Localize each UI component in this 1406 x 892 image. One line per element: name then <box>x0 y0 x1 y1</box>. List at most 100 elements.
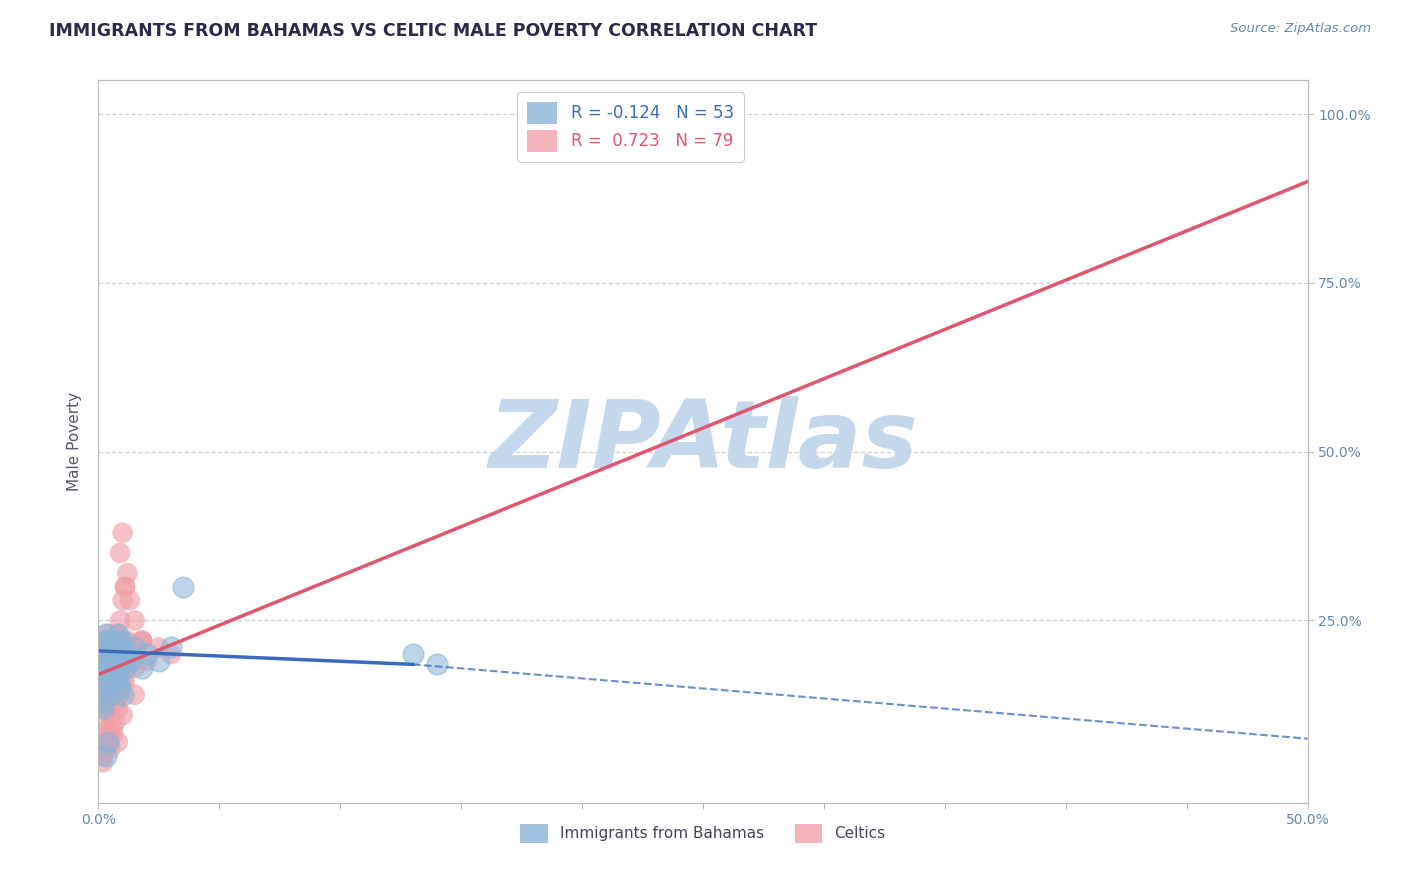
Point <box>111 708 134 723</box>
Point <box>101 728 124 742</box>
Point <box>107 654 129 668</box>
Point <box>114 661 136 675</box>
Point <box>97 661 120 675</box>
Point <box>124 688 146 702</box>
Point <box>104 667 127 681</box>
Point <box>97 722 120 736</box>
Point <box>108 681 131 695</box>
Point <box>97 633 120 648</box>
Point <box>101 661 124 675</box>
Point <box>100 654 122 668</box>
Point <box>148 654 170 668</box>
Point <box>104 640 127 655</box>
Point <box>114 654 136 668</box>
Point <box>108 633 131 648</box>
Point <box>100 741 122 756</box>
Point <box>100 647 122 661</box>
Point <box>108 546 131 560</box>
Point <box>100 647 122 661</box>
Point <box>118 647 141 661</box>
Y-axis label: Male Poverty: Male Poverty <box>67 392 83 491</box>
Point <box>108 681 131 695</box>
Point <box>94 661 117 675</box>
Point <box>101 654 124 668</box>
Point <box>148 640 170 655</box>
Point <box>107 674 129 689</box>
Point <box>104 640 127 655</box>
Point <box>100 708 122 723</box>
Point <box>111 688 134 702</box>
Point <box>108 681 131 695</box>
Point <box>101 647 124 661</box>
Point <box>131 633 153 648</box>
Point <box>91 694 114 708</box>
Point <box>94 633 117 648</box>
Point <box>107 647 129 661</box>
Point <box>94 748 117 763</box>
Point <box>101 640 124 655</box>
Point <box>131 633 153 648</box>
Point <box>108 614 131 628</box>
Point <box>118 593 141 607</box>
Point <box>124 661 146 675</box>
Point <box>91 756 114 770</box>
Point <box>101 674 124 689</box>
Text: Source: ZipAtlas.com: Source: ZipAtlas.com <box>1230 22 1371 36</box>
Point <box>160 640 183 655</box>
Point <box>114 580 136 594</box>
Point <box>91 694 114 708</box>
Point <box>117 633 139 648</box>
Point <box>114 580 136 594</box>
Point <box>107 674 129 689</box>
Point <box>97 667 120 681</box>
Point <box>94 667 117 681</box>
Point <box>118 654 141 668</box>
Point <box>97 728 120 742</box>
Point <box>97 654 120 668</box>
Point <box>97 633 120 648</box>
Point <box>100 647 122 661</box>
Point <box>100 654 122 668</box>
Point <box>172 580 194 594</box>
Point <box>100 647 122 661</box>
Point <box>111 633 134 648</box>
Point <box>104 667 127 681</box>
Point <box>111 525 134 540</box>
Point <box>135 654 157 668</box>
Point <box>104 640 127 655</box>
Point <box>107 627 129 641</box>
Point <box>97 688 120 702</box>
Point <box>94 661 117 675</box>
Point <box>91 748 114 763</box>
Text: ZIPAtlas: ZIPAtlas <box>488 395 918 488</box>
Point <box>94 633 117 648</box>
Point <box>104 640 127 655</box>
Point <box>94 627 117 641</box>
Point <box>91 647 114 661</box>
Point <box>101 661 124 675</box>
Point <box>104 667 127 681</box>
Point <box>131 633 153 648</box>
Point <box>160 647 183 661</box>
Point <box>124 614 146 628</box>
Point <box>117 566 139 581</box>
Point <box>100 667 122 681</box>
Point <box>91 674 114 689</box>
Point <box>101 661 124 675</box>
Point <box>117 661 139 675</box>
Point <box>101 640 124 655</box>
Point <box>101 674 124 689</box>
Legend: Immigrants from Bahamas, Celtics: Immigrants from Bahamas, Celtics <box>515 817 891 849</box>
Point <box>124 640 146 655</box>
Point <box>107 667 129 681</box>
Point <box>402 647 425 661</box>
Point <box>94 654 117 668</box>
Point <box>91 681 114 695</box>
Point <box>100 688 122 702</box>
Point <box>108 647 131 661</box>
Point <box>101 722 124 736</box>
Point <box>91 688 114 702</box>
Point <box>100 647 122 661</box>
Point <box>135 647 157 661</box>
Point <box>108 688 131 702</box>
